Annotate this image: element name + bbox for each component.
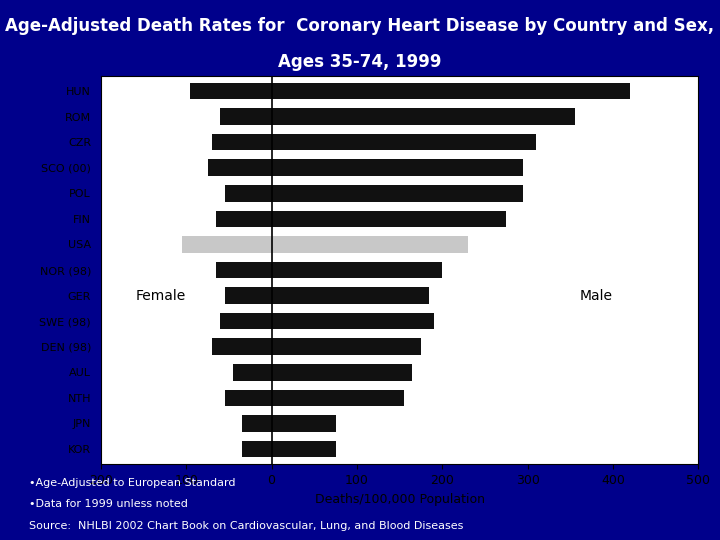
Bar bbox=[182, 236, 271, 253]
Text: Male: Male bbox=[580, 288, 613, 302]
Bar bbox=[242, 441, 271, 457]
Bar bbox=[216, 211, 271, 227]
Bar bbox=[271, 313, 433, 329]
Bar bbox=[212, 134, 271, 151]
Bar bbox=[271, 389, 404, 406]
Bar bbox=[220, 108, 271, 125]
Bar bbox=[271, 83, 630, 99]
Bar bbox=[271, 134, 536, 151]
Bar bbox=[190, 83, 271, 99]
Bar bbox=[242, 415, 271, 432]
Bar bbox=[271, 364, 413, 381]
Bar bbox=[216, 262, 271, 278]
Bar bbox=[271, 159, 523, 176]
Text: •Age-Adjusted to European Standard: •Age-Adjusted to European Standard bbox=[29, 478, 235, 488]
Bar bbox=[233, 364, 271, 381]
Bar bbox=[225, 389, 271, 406]
Bar bbox=[207, 159, 271, 176]
Bar bbox=[271, 441, 336, 457]
Text: Ages 35-74, 1999: Ages 35-74, 1999 bbox=[278, 53, 442, 71]
Text: Source:  NHLBI 2002 Chart Book on Cardiovascular, Lung, and Blood Diseases: Source: NHLBI 2002 Chart Book on Cardiov… bbox=[29, 521, 463, 531]
Text: Age-Adjusted Death Rates for  Coronary Heart Disease by Country and Sex,: Age-Adjusted Death Rates for Coronary He… bbox=[6, 17, 714, 36]
Text: •Data for 1999 unless noted: •Data for 1999 unless noted bbox=[29, 500, 188, 509]
Bar bbox=[271, 236, 468, 253]
X-axis label: Deaths/100,000 Population: Deaths/100,000 Population bbox=[315, 492, 485, 505]
Bar bbox=[271, 415, 336, 432]
Bar bbox=[271, 262, 442, 278]
Text: Female: Female bbox=[135, 288, 186, 302]
Bar bbox=[271, 339, 421, 355]
Bar bbox=[271, 287, 429, 304]
Bar bbox=[225, 287, 271, 304]
Bar bbox=[271, 108, 575, 125]
Bar bbox=[212, 339, 271, 355]
Bar bbox=[271, 185, 523, 201]
Bar bbox=[220, 313, 271, 329]
Bar bbox=[271, 211, 506, 227]
Bar bbox=[225, 185, 271, 201]
